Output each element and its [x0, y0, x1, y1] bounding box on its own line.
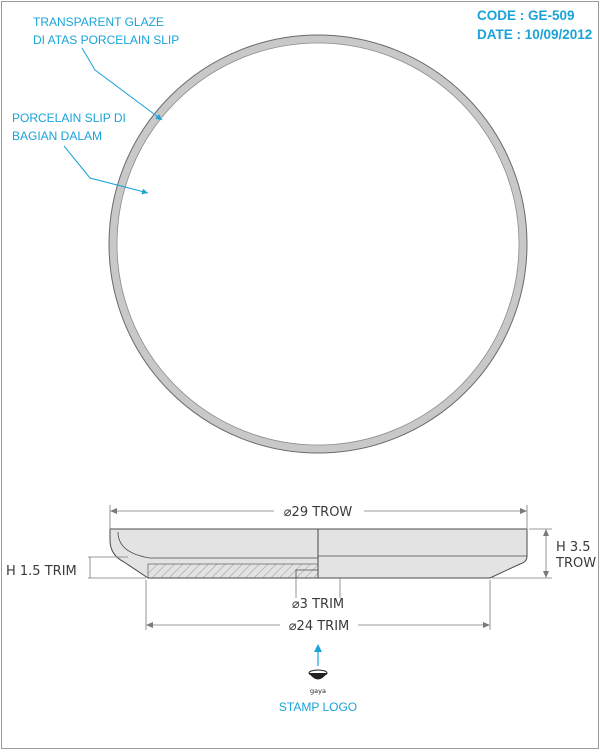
section-inner-curve: [117, 531, 318, 559]
drawing-code: CODE : GE-509: [477, 8, 575, 23]
dimension-foot-height: H 1.5 TRIM: [6, 556, 146, 579]
height-label-line1: H 3.5: [556, 540, 591, 555]
dimension-total-height: H 3.5 TROW: [492, 528, 596, 579]
dimension-small-trim: ⌀3 TRIM: [292, 578, 344, 612]
plate-cross-section: [109, 528, 528, 579]
glaze-leader-arrow: [81, 47, 163, 121]
dimension-foot-diameter: ⌀24 TRIM: [145, 580, 491, 634]
slip-leader-arrow: [63, 145, 149, 195]
plate-inner-surface: [116, 42, 520, 446]
slip-note-line1: PORCELAIN SLIP DI: [12, 111, 126, 125]
stamp-logo-label: STAMP LOGO: [279, 700, 357, 714]
elevation-right-half: [317, 528, 528, 579]
slip-note-line2: BAGIAN DALAM: [12, 129, 102, 143]
trim-notch: [295, 569, 318, 578]
foot-diameter-label: ⌀24 TRIM: [289, 619, 350, 634]
plate-top-view: [108, 34, 528, 454]
small-trim-label: ⌀3 TRIM: [292, 597, 344, 612]
height-label-line2: TROW: [555, 556, 596, 571]
stamp-logo-text: gaya: [310, 687, 326, 695]
foot-height-label: H 1.5 TRIM: [6, 564, 77, 579]
glaze-note-line2: DI ATAS PORCELAIN SLIP: [33, 33, 179, 47]
outer-diameter-label: ⌀29 TROW: [284, 505, 353, 520]
drawing-date: DATE : 10/09/2012: [477, 27, 592, 42]
stamp-logo: gaya STAMP LOGO: [279, 644, 357, 714]
glaze-note-line1: TRANSPARENT GLAZE: [33, 15, 164, 29]
dimension-outer-diameter: ⌀29 TROW: [109, 505, 528, 530]
section-foot-hatch: [147, 563, 319, 579]
